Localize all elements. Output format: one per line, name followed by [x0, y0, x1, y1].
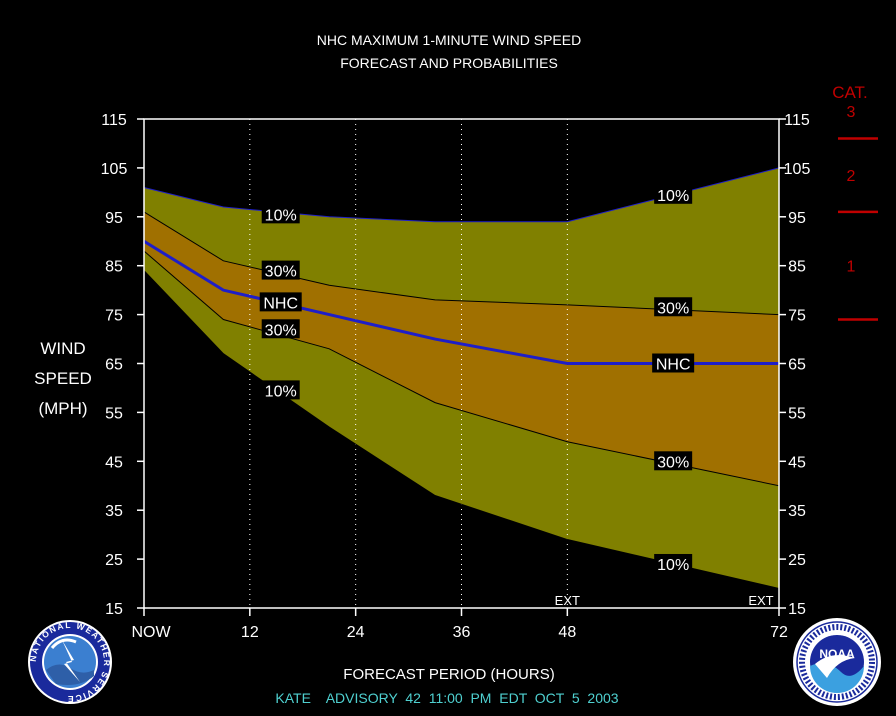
band-label-bg	[259, 292, 302, 312]
band-label-bg	[654, 451, 693, 471]
category-scale: 3 2 1	[838, 104, 878, 321]
y-tick-label-left: 15	[105, 601, 123, 618]
band-label: 30%	[657, 454, 689, 471]
x-axis-label: FORECAST PERIOD (HOURS)	[343, 666, 554, 683]
band-30-percent	[144, 211, 779, 486]
noaa-logo: NOAA	[793, 618, 881, 706]
y-tick-label-right: 15	[788, 601, 806, 618]
chart-subtitle: FORECAST AND PROBABILITIES	[340, 55, 558, 71]
y-tick-label-left: 95	[105, 210, 123, 227]
y-tick-label-right: 35	[788, 503, 806, 520]
y-tick-label-left: 75	[105, 308, 123, 325]
ext-label: EXT	[555, 593, 580, 608]
chart-title: NHC MAXIMUM 1-MINUTE WIND SPEED	[317, 32, 581, 48]
y-tick-label-right: 95	[788, 210, 806, 227]
x-tick-label: NOW	[131, 624, 171, 641]
y-tick-label-right: 75	[788, 308, 806, 325]
y-tick-label-left: 105	[101, 161, 128, 178]
y-tick-label-right: 55	[788, 405, 806, 422]
series-line-upper_30	[143, 211, 780, 316]
band-label-bg	[261, 380, 300, 400]
y-tick-label-left: 45	[105, 454, 123, 471]
x-tick-label: 12	[241, 624, 259, 641]
band-label: 10%	[265, 383, 297, 400]
x-tick-label: 48	[558, 624, 576, 641]
x-tick-label: 36	[453, 624, 471, 641]
category-label: 3	[847, 104, 856, 121]
y-tick-label-left: 25	[105, 552, 123, 569]
series-line-forecast	[143, 239, 779, 365]
y-tick-label-left: 55	[105, 405, 123, 422]
band-label-bg	[261, 319, 300, 339]
y-tick-label-right: 115	[784, 112, 810, 129]
band-label: 10%	[657, 188, 689, 205]
plot-area: 10% 30% NHC 30% 10% 10% 30% NHC 30% 10% EXT EXT	[143, 119, 780, 608]
band-label-bg	[261, 204, 300, 224]
band-label: NHC	[656, 357, 691, 374]
x-tick-label: 24	[347, 624, 365, 641]
series-line-lower_10	[143, 270, 780, 589]
band-label: 10%	[265, 207, 297, 224]
band-label: NHC	[263, 295, 298, 312]
category-label: 2	[847, 168, 856, 185]
y-tick-label-right: 85	[788, 259, 806, 276]
category-title: CAT.	[832, 83, 868, 102]
band-label-bg	[654, 553, 693, 573]
band-label-bg	[261, 260, 300, 280]
y-tick-label-right: 105	[784, 161, 811, 178]
series-line-lower_30	[143, 250, 780, 487]
y-tick-label-right: 65	[788, 357, 806, 374]
axes: 115 115 105 105 95 95 85 85 75 75 65 65 55 55 45 45 35 35…	[101, 112, 811, 641]
y-axis-label-line-1: WIND	[40, 339, 85, 358]
advisory-footer: KATE ADVISORY 42 11:00 PM EDT OCT 5 2003	[275, 690, 618, 706]
band-label-bg	[654, 184, 693, 204]
y-axis-label-line-3: (MPH)	[38, 399, 87, 418]
nws-logo: NATIONAL WEATHER SERVICE	[28, 620, 112, 704]
band-label-bg	[654, 297, 693, 317]
band-label: 30%	[265, 264, 297, 281]
x-tick-label: 72	[770, 624, 788, 641]
y-tick-label-left: 115	[101, 112, 127, 129]
y-tick-label-left: 35	[105, 503, 123, 520]
y-tick-label-left: 65	[105, 357, 123, 374]
y-tick-label-left: 85	[105, 259, 123, 276]
band-label: 30%	[657, 300, 689, 317]
category-label: 1	[847, 259, 856, 276]
ext-label: EXT	[748, 593, 773, 608]
y-tick-label-right: 45	[788, 454, 806, 471]
series-line-upper_10	[143, 167, 780, 223]
band-label-bg	[652, 353, 695, 373]
band-label: 30%	[265, 322, 297, 339]
y-tick-label-right: 25	[788, 552, 806, 569]
y-axis-label-line-2: SPEED	[34, 369, 92, 388]
noaa-logo-text: NOAA	[819, 647, 855, 661]
band-label: 10%	[657, 557, 689, 574]
